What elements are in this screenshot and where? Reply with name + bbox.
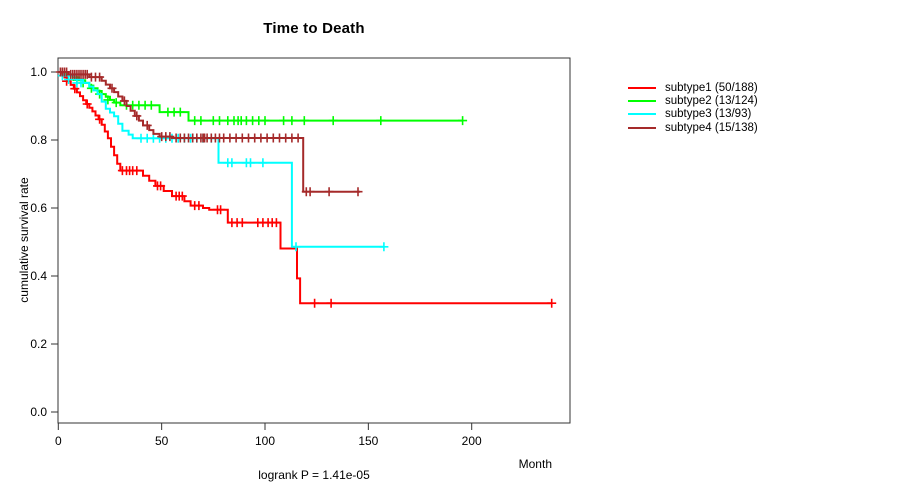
- legend-item-subtype1: subtype1 (50/188): [628, 81, 758, 94]
- legend-swatch-subtype4: [628, 126, 656, 129]
- y-tick-label: 1.0: [30, 65, 47, 79]
- x-tick-label: 200: [462, 434, 482, 448]
- legend-label-subtype2: subtype2 (13/124): [665, 95, 758, 108]
- y-tick-label: 0.2: [30, 337, 47, 351]
- legend-label-subtype4: subtype4 (15/138): [665, 121, 758, 134]
- legend-swatch-subtype3: [628, 113, 656, 116]
- y-tick-label: 0.4: [30, 269, 47, 283]
- survival-curve-subtype3: [58, 71, 384, 248]
- legend-item-subtype2: subtype2 (13/124): [628, 94, 758, 107]
- y-tick-label: 0.8: [30, 133, 47, 147]
- censor-marks-subtype4: [55, 67, 363, 197]
- x-tick-label: 150: [358, 434, 378, 448]
- y-tick-label: 0.6: [30, 201, 47, 215]
- x-axis-label: Month: [518, 457, 552, 471]
- legend-label-subtype1: subtype1 (50/188): [665, 81, 758, 94]
- x-tick-label: 50: [155, 434, 169, 448]
- legend-label-subtype3: subtype3 (13/93): [665, 108, 752, 121]
- logrank-pvalue: logrank P = 1.41e-05: [258, 468, 370, 482]
- x-tick-label: 0: [55, 434, 62, 448]
- censor-marks-subtype1: [62, 76, 557, 308]
- plot-box: [57, 57, 571, 424]
- y-tick-label: 0.0: [30, 405, 47, 419]
- legend-swatch-subtype2: [628, 100, 656, 103]
- legend: subtype1 (50/188) subtype2 (13/124) subt…: [628, 81, 758, 135]
- legend-item-subtype3: subtype3 (13/93): [628, 108, 758, 121]
- legend-item-subtype4: subtype4 (15/138): [628, 121, 758, 134]
- x-tick-label: 100: [255, 434, 275, 448]
- survival-curve-subtype4: [58, 71, 361, 193]
- censor-marks-subtype2: [72, 75, 468, 126]
- legend-swatch-subtype1: [628, 86, 656, 89]
- chart-title: Time to Death: [263, 20, 365, 37]
- y-axis-label: cumulative survival rate: [17, 177, 31, 303]
